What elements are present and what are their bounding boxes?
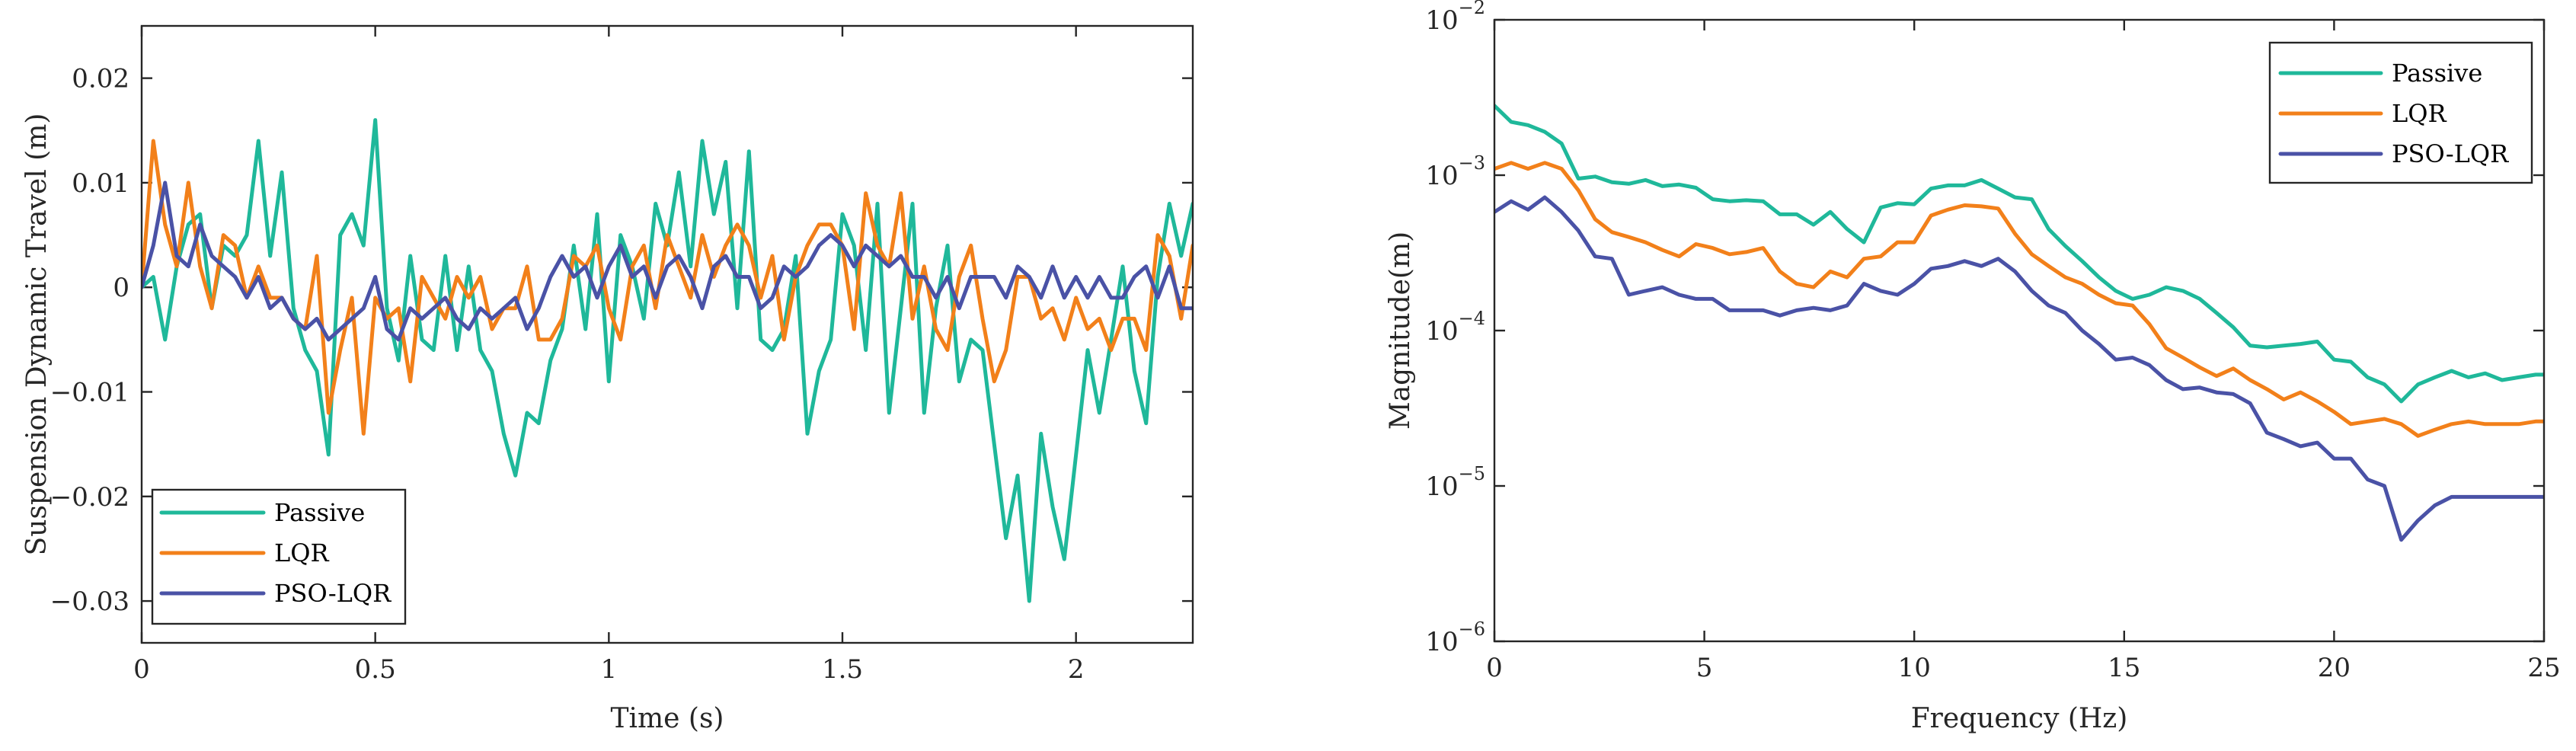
- chart-time-domain-ylabel: Suspension Dynamic Travel (m): [21, 113, 53, 556]
- x-tick-label: 0: [133, 654, 150, 685]
- y-tick-label: 0: [113, 273, 129, 303]
- y-tick-label: 10−3: [1425, 152, 1485, 191]
- legend-label-pso-lqr: PSO-LQR: [274, 579, 392, 608]
- chart-frequency-domain-ticks: 0 5 10 15 20 25 10−2 10−3 10−4 10−5 10−6: [1425, 0, 2560, 683]
- y-tick-label: 10−2: [1425, 0, 1485, 36]
- legend-label-lqr: LQR: [274, 538, 329, 567]
- legend-label-pso-lqr: PSO-LQR: [2392, 139, 2509, 168]
- chart-time-domain-xlabel: Time (s): [611, 703, 724, 734]
- x-tick-label: 2: [1068, 654, 1085, 685]
- series-line-lqr: [1494, 161, 2544, 438]
- series-line-passive: [1494, 104, 2544, 404]
- x-tick-label: 1: [601, 654, 618, 685]
- chart-frequency-domain-ylabel: Magnitude(m): [1385, 232, 1416, 430]
- chart-time-domain-lines: [142, 118, 1193, 603]
- x-tick-label: 0: [1486, 653, 1503, 683]
- y-tick-label: 10−5: [1425, 463, 1485, 502]
- chart-time-domain-axes-box: [140, 24, 1194, 644]
- series-line-pso-lqr: [1494, 195, 2544, 542]
- y-tick-label: 0.01: [72, 168, 129, 199]
- y-tick-label: −0.01: [50, 378, 129, 408]
- chart-frequency-domain-xlabel: Frequency (Hz): [1911, 703, 2128, 734]
- x-tick-label: 1.5: [822, 654, 863, 685]
- y-tick-label: −0.02: [50, 482, 129, 513]
- legend-label-passive: Passive: [274, 498, 365, 527]
- series-line-pso-lqr: [142, 181, 1193, 342]
- chart-frequency-domain-legend: Passive LQR PSO-LQR: [2268, 41, 2533, 184]
- y-tick-label: 10−4: [1425, 308, 1485, 347]
- chart-time-domain: 0 0.5 1 1.5 2 0.02 0.01 0 −0.01 −0.02 −0.03 Time (…: [21, 24, 1194, 734]
- chart-frequency-domain-lines: [1494, 104, 2544, 542]
- x-tick-label: 5: [1696, 653, 1713, 683]
- legend-label-passive: Passive: [2392, 59, 2482, 88]
- y-tick-label: 10−6: [1425, 618, 1485, 657]
- y-tick-label: −0.03: [50, 586, 129, 617]
- chart-time-domain-legend: Passive LQR PSO-LQR: [151, 488, 407, 625]
- x-tick-label: 25: [2527, 653, 2560, 683]
- x-tick-label: 15: [2108, 653, 2140, 683]
- series-line-lqr: [142, 139, 1193, 436]
- chart-frequency-domain-axes-box: [1493, 18, 2546, 643]
- legend-label-lqr: LQR: [2392, 99, 2447, 128]
- chart-time-domain-ticks: 0 0.5 1 1.5 2 0.02 0.01 0 −0.01 −0.02 −0.03: [50, 26, 1193, 685]
- x-tick-label: 0.5: [355, 654, 396, 685]
- x-tick-label: 20: [2318, 653, 2351, 683]
- y-tick-label: 0.02: [72, 64, 129, 94]
- chart-frequency-domain: 0 5 10 15 20 25 10−2 10−3 10−4 10−5 10−6 Frequency…: [1385, 0, 2561, 734]
- x-tick-label: 10: [1898, 653, 1931, 683]
